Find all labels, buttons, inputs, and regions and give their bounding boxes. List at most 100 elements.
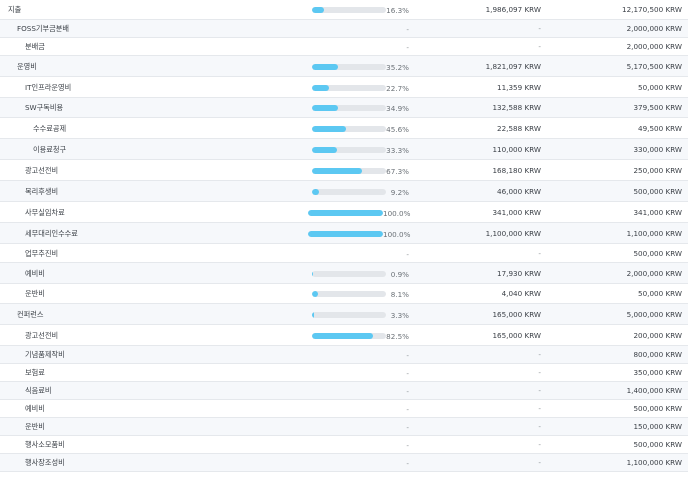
- spent-amount: 4,040 KRW: [501, 289, 541, 298]
- budget-amount: 12,170,500 KRW: [622, 5, 682, 14]
- spent-amount: -: [538, 368, 541, 377]
- row-name: 복리후생비: [25, 187, 59, 196]
- table-row[interactable]: 행사장조성비 - - 1,100,000 KRW: [0, 454, 688, 472]
- spent-amount: -: [538, 249, 541, 258]
- table-row[interactable]: 광고선전비 67.3% 168,180 KRW 250,000 KRW: [0, 160, 688, 181]
- row-name: 수수료공제: [33, 124, 67, 133]
- spent-amount: 341,000 KRW: [492, 208, 541, 217]
- budget-amount: 5,000,000 KRW: [626, 310, 682, 319]
- progress-fill: [312, 168, 362, 174]
- row-name: FOSS기부금분배: [17, 24, 69, 33]
- progress-fill: [312, 189, 319, 195]
- row-name: 보험료: [25, 368, 45, 377]
- budget-amount: 2,000,000 KRW: [626, 24, 682, 33]
- progress-bar: [312, 7, 386, 13]
- row-name: 지출: [8, 5, 22, 14]
- row-name: 사무실임차료: [25, 208, 65, 217]
- table-row[interactable]: 세무대리인수수료 100.0% 1,100,000 KRW 1,100,000 KRW: [0, 223, 688, 244]
- rate-label: -: [406, 25, 409, 34]
- rate-label: 35.2%: [386, 63, 409, 72]
- spent-amount: 110,000 KRW: [492, 145, 541, 154]
- table-row[interactable]: IT인프라운영비 22.7% 11,359 KRW 50,000 KRW: [0, 77, 688, 98]
- row-name: SW구독비용: [25, 103, 64, 112]
- table-row[interactable]: 광고선전비 82.5% 165,000 KRW 200,000 KRW: [0, 325, 688, 346]
- rate-label: 34.9%: [386, 104, 409, 113]
- table-row[interactable]: 예비비 - - 500,000 KRW: [0, 400, 688, 418]
- table-row[interactable]: 기념품제작비 - - 800,000 KRW: [0, 346, 688, 364]
- table-row[interactable]: 복리후생비 9.2% 46,000 KRW 500,000 KRW: [0, 181, 688, 202]
- row-name: 이용료청구: [33, 145, 67, 154]
- spent-amount: -: [538, 42, 541, 51]
- rate-label: -: [406, 369, 409, 378]
- spent-amount: 165,000 KRW: [492, 310, 541, 319]
- table-row[interactable]: 행사소모품비 - - 500,000 KRW: [0, 436, 688, 454]
- budget-amount: 330,000 KRW: [633, 145, 682, 154]
- rate-label: 45.6%: [386, 125, 409, 134]
- progress-bar: [312, 291, 386, 297]
- progress-fill: [312, 126, 346, 132]
- row-name: 업무추진비: [25, 249, 59, 258]
- row-name: 행사장조성비: [25, 458, 65, 467]
- table-row[interactable]: 예비비 0.9% 17,930 KRW 2,000,000 KRW: [0, 263, 688, 284]
- progress-fill: [312, 105, 338, 111]
- spent-amount: -: [538, 458, 541, 467]
- spent-amount: -: [538, 404, 541, 413]
- row-name: 세무대리인수수료: [25, 229, 78, 238]
- budget-amount: 341,000 KRW: [633, 208, 682, 217]
- table-row[interactable]: 컨퍼런스 3.3% 165,000 KRW 5,000,000 KRW: [0, 304, 688, 325]
- spent-amount: 1,986,097 KRW: [485, 5, 541, 14]
- budget-amount: 1,400,000 KRW: [626, 386, 682, 395]
- budget-amount: 800,000 KRW: [633, 350, 682, 359]
- budget-amount: 379,500 KRW: [633, 103, 682, 112]
- spent-amount: 1,100,000 KRW: [485, 229, 541, 238]
- row-name: 운반비: [25, 422, 45, 431]
- progress-bar: [312, 189, 386, 195]
- budget-amount: 49,500 KRW: [638, 124, 682, 133]
- budget-amount: 1,100,000 KRW: [626, 458, 682, 467]
- table-row[interactable]: 사무실임차료 100.0% 341,000 KRW 341,000 KRW: [0, 202, 688, 223]
- budget-amount: 500,000 KRW: [633, 440, 682, 449]
- spent-amount: 1,821,097 KRW: [485, 62, 541, 71]
- spent-amount: -: [538, 350, 541, 359]
- table-row[interactable]: 운영비 35.2% 1,821,097 KRW 5,170,500 KRW: [0, 56, 688, 77]
- table-row[interactable]: FOSS기부금분배 - - 2,000,000 KRW: [0, 20, 688, 38]
- progress-fill: [312, 85, 329, 91]
- table-row[interactable]: 지출 16.3% 1,986,097 KRW 12,170,500 KRW: [0, 0, 688, 20]
- table-row[interactable]: 운반비 8.1% 4,040 KRW 50,000 KRW: [0, 284, 688, 304]
- row-name: 광고선전비: [25, 166, 59, 175]
- spent-amount: -: [538, 422, 541, 431]
- table-row[interactable]: 운반비 - - 150,000 KRW: [0, 418, 688, 436]
- rate-label: -: [406, 459, 409, 468]
- table-row[interactable]: 이용료청구 33.3% 110,000 KRW 330,000 KRW: [0, 139, 688, 160]
- table-row[interactable]: 분배금 - - 2,000,000 KRW: [0, 38, 688, 56]
- rate-label: -: [406, 441, 409, 450]
- table-row[interactable]: SW구독비용 34.9% 132,588 KRW 379,500 KRW: [0, 98, 688, 118]
- rate-label: 82.5%: [386, 332, 409, 341]
- budget-amount: 1,100,000 KRW: [626, 229, 682, 238]
- spent-amount: -: [538, 24, 541, 33]
- budget-amount: 5,170,500 KRW: [626, 62, 682, 71]
- rate-label: 9.2%: [390, 188, 409, 197]
- progress-fill: [312, 333, 374, 339]
- rate-label: 100.0%: [383, 209, 411, 218]
- row-name: IT인프라운영비: [25, 83, 72, 92]
- row-name: 기념품제작비: [25, 350, 65, 359]
- progress-bar: [308, 210, 383, 216]
- row-name: 컨퍼런스: [17, 310, 44, 319]
- progress-fill: [308, 231, 383, 237]
- table-row[interactable]: 업무추진비 - - 500,000 KRW: [0, 244, 688, 263]
- table-row[interactable]: 보험료 - - 350,000 KRW: [0, 364, 688, 382]
- row-name: 운영비: [17, 62, 37, 71]
- table-row[interactable]: 수수료공제 45.6% 22,588 KRW 49,500 KRW: [0, 118, 688, 139]
- rate-label: -: [406, 250, 409, 259]
- budget-amount: 50,000 KRW: [638, 289, 682, 298]
- table-row[interactable]: 식음료비 - - 1,400,000 KRW: [0, 382, 688, 400]
- progress-fill: [312, 271, 314, 277]
- progress-fill: [312, 7, 325, 13]
- progress-bar: [312, 85, 386, 91]
- progress-bar: [312, 147, 386, 153]
- spent-amount: -: [538, 386, 541, 395]
- rate-label: 8.1%: [390, 290, 409, 299]
- progress-bar: [312, 168, 386, 174]
- progress-fill: [308, 210, 383, 216]
